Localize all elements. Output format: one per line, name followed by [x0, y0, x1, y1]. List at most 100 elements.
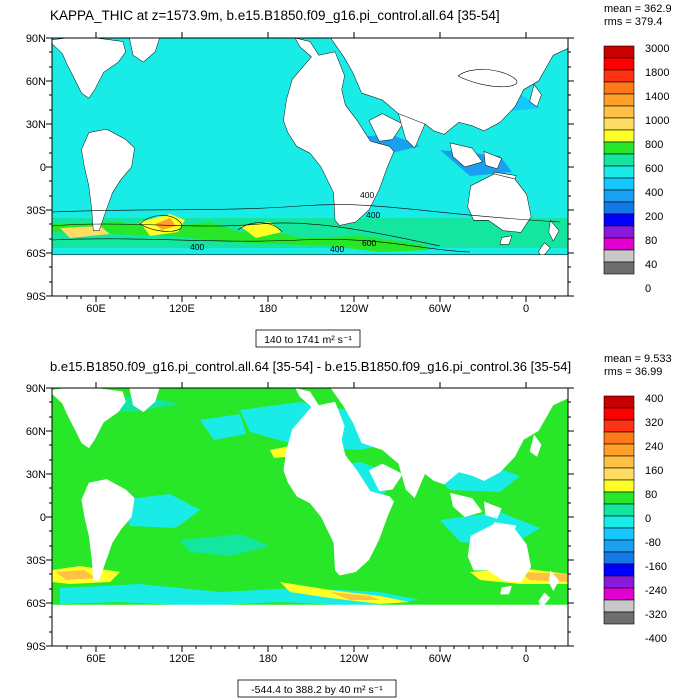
- colorbar-swatch: [603, 201, 635, 215]
- lat-label: 60S: [26, 248, 46, 260]
- panel-1-title: KAPPA_THIC at z=1573.9m, b.e15.B1850.f09…: [50, 8, 500, 23]
- colorbar-swatch: [603, 129, 635, 143]
- panel-1-contours: [52, 69, 561, 253]
- colorbar-swatch: [603, 503, 635, 517]
- lat-label: 30N: [26, 119, 46, 131]
- colorbar-swatch: [603, 141, 635, 155]
- colorbar-label: 1000: [645, 115, 669, 127]
- colorbar-label: -320: [645, 609, 667, 621]
- colorbar-swatch: [603, 551, 635, 565]
- colorbar-swatch: [603, 527, 635, 541]
- panel-1-minor-ticks: [49, 51, 571, 299]
- colorbar-swatch: [603, 587, 635, 601]
- panel-2-axes: 90N 60N 30N 0 30S 60S 90S 60E 120E 180 1…: [26, 383, 529, 665]
- colorbar-swatch: [603, 93, 635, 107]
- panel-1-contour-labels: 400 400 600 400 400: [190, 190, 380, 254]
- panel-1-axes: 90N 60N 30N 0 30S 60S 90S 60E 120E 180 1…: [26, 33, 529, 315]
- lat-label: 0: [40, 162, 46, 174]
- colorbar-swatch: [603, 599, 635, 613]
- panel-1-contour-label: 600: [362, 238, 376, 248]
- lon-label: 60W: [429, 303, 452, 315]
- colorbar-swatch: [603, 467, 635, 481]
- lon-label: 180: [259, 653, 277, 665]
- colorbar-swatch: [603, 539, 635, 553]
- lon-label: 120E: [169, 303, 195, 315]
- panel-1-contour-label: 400: [360, 190, 374, 200]
- panel-2: b.e15.B1850.f09_g16.pi_control.all.64 [3…: [26, 353, 672, 698]
- colorbar-swatch: [603, 117, 635, 131]
- lat-label: 60S: [26, 598, 46, 610]
- colorbar-label: -240: [645, 585, 667, 597]
- colorbar-swatch: [603, 395, 635, 409]
- lon-label: 0: [523, 303, 529, 315]
- colorbar-label: 800: [645, 139, 663, 151]
- colorbar-swatch: [603, 81, 635, 95]
- panel-2-range-label: -544.4 to 388.2 by 40 m² s⁻¹: [251, 684, 383, 696]
- colorbar-label: -160: [645, 561, 667, 573]
- colorbar-swatch: [603, 237, 635, 251]
- panel-1-range-box: [255, 329, 361, 348]
- lat-label: 0: [40, 512, 46, 524]
- colorbar-label: 80: [645, 235, 657, 247]
- panel-2-ticks: [46, 382, 574, 652]
- colorbar-label: 0: [645, 283, 651, 295]
- panel-1-contour: [52, 238, 471, 253]
- colorbar-label: 3000: [645, 43, 669, 55]
- colorbar-swatch: [603, 225, 635, 239]
- lon-label: 60E: [86, 653, 106, 665]
- lat-label: 30S: [26, 205, 46, 217]
- panel-1-contour: [52, 222, 441, 247]
- lon-label: 60W: [429, 653, 452, 665]
- panel-2-mean: mean = 9.533: [604, 353, 672, 365]
- lon-label: 0: [523, 653, 529, 665]
- panel-2-colorbar-labels: 400 320 240 160 80 0 -80 -160 -240 -320 …: [645, 393, 667, 645]
- colorbar-swatch: [603, 213, 635, 227]
- panel-1-colorbar: [603, 45, 635, 275]
- colorbar-swatch: [603, 443, 635, 457]
- lat-label: 90S: [26, 291, 46, 303]
- colorbar-label: 400: [645, 187, 663, 199]
- panel-2-warm-band: [56, 570, 96, 580]
- colorbar-label: 0: [645, 513, 651, 525]
- lon-label: 180: [259, 303, 277, 315]
- lon-label: 60E: [86, 303, 106, 315]
- panel-2-rms: rms = 36.99: [604, 366, 662, 378]
- lat-label: 90S: [26, 641, 46, 653]
- panel-1-contour: [237, 222, 283, 233]
- colorbar-label: 600: [645, 163, 663, 175]
- panel-2-minor-ticks: [49, 401, 571, 649]
- colorbar-swatch: [603, 431, 635, 445]
- colorbar-swatch: [603, 45, 635, 59]
- lon-label: 120E: [169, 653, 195, 665]
- panel-1-contour-label: 400: [330, 244, 344, 254]
- panel-1-colorbar-labels: 3000 1800 1400 1000 800 600 400 200 80 4…: [645, 43, 669, 295]
- panel-2-colorbar: [603, 395, 635, 625]
- panel-2-title: b.e15.B1850.f09_g16.pi_control.all.64 [3…: [50, 359, 571, 374]
- panel-2-cyan-patch: [120, 494, 200, 528]
- colorbar-swatch: [603, 177, 635, 191]
- panel-1-hotspot-drake: [240, 222, 282, 238]
- colorbar-label: 200: [645, 211, 663, 223]
- colorbar-label: -80: [645, 537, 661, 549]
- colorbar-swatch: [603, 261, 635, 275]
- colorbar-label: -400: [645, 633, 667, 645]
- panel-1-contour-label: 400: [366, 210, 380, 220]
- panel-1-mean: mean = 362.9: [604, 3, 672, 15]
- panel-2-warm-band: [280, 582, 410, 604]
- lat-label: 60N: [26, 76, 46, 88]
- lat-label: 60N: [26, 426, 46, 438]
- lat-label: 90N: [26, 33, 46, 45]
- colorbar-swatch: [603, 419, 635, 433]
- lat-label: 30N: [26, 469, 46, 481]
- panel-1-map: 400 400 600 400 400: [52, 38, 568, 296]
- panel-1: KAPPA_THIC at z=1573.9m, b.e15.B1850.f09…: [26, 3, 672, 348]
- panel-2-light-patch: [180, 534, 270, 556]
- colorbar-swatch: [603, 575, 635, 589]
- colorbar-swatch: [603, 189, 635, 203]
- colorbar-swatch: [603, 165, 635, 179]
- colorbar-swatch: [603, 563, 635, 577]
- colorbar-swatch: [603, 479, 635, 493]
- panel-1-ticks: [46, 32, 574, 302]
- panel-1-major-ticks: [46, 32, 574, 302]
